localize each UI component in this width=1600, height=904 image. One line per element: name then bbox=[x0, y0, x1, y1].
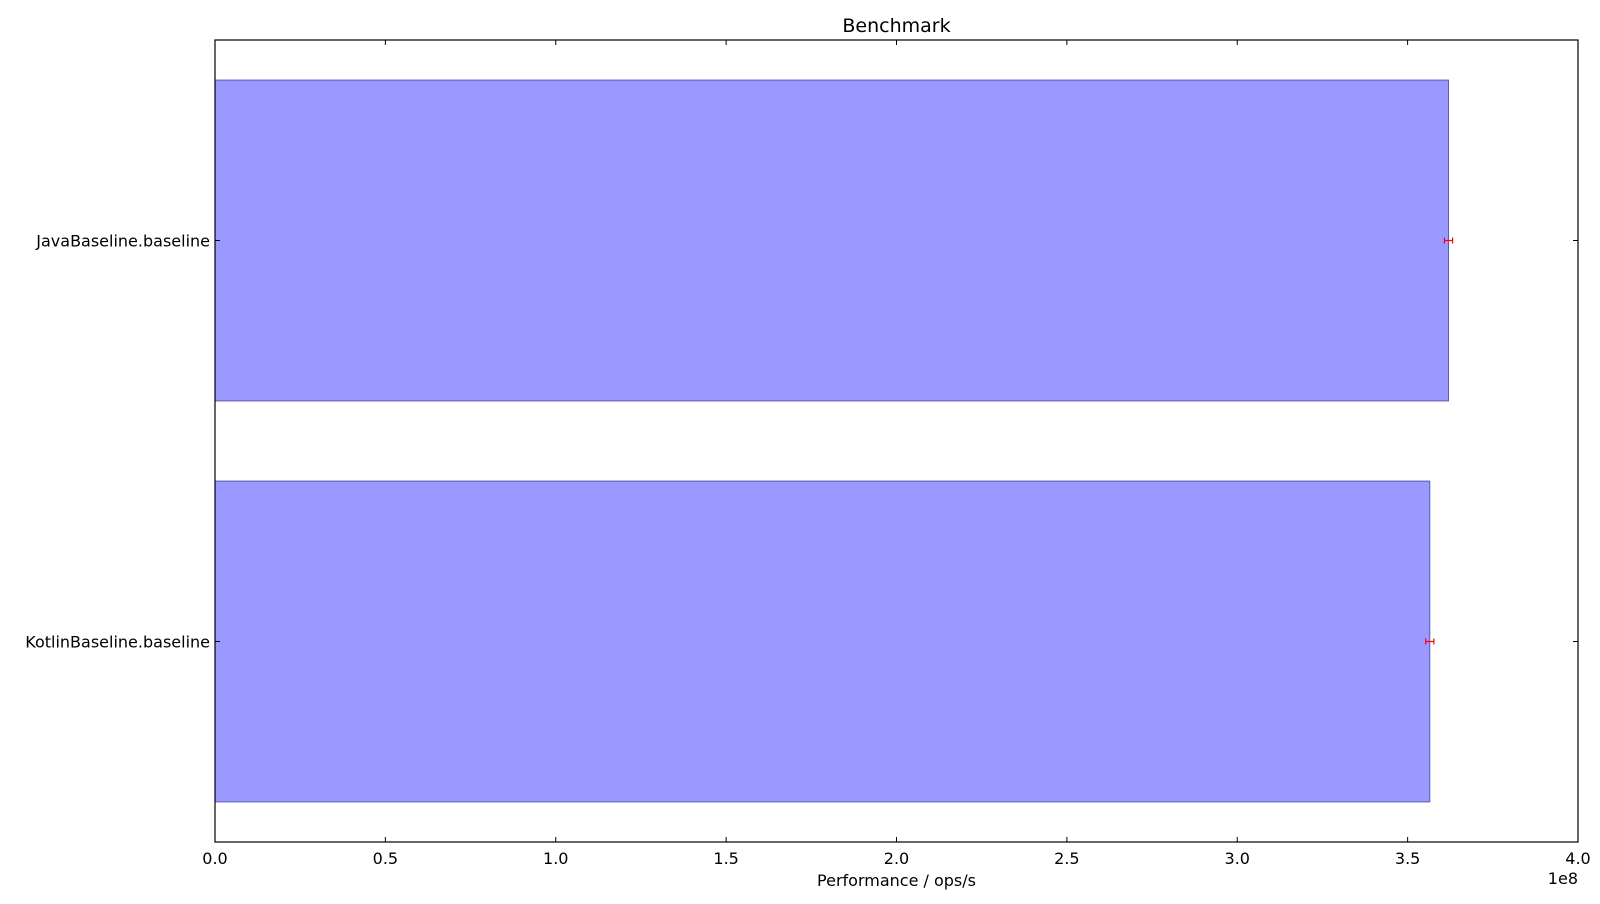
bars-layer bbox=[214, 79, 1450, 803]
y-tick-label: JavaBaseline.baseline bbox=[35, 232, 210, 251]
x-tick-label: 2.5 bbox=[1054, 849, 1079, 868]
x-tick-label: 0.0 bbox=[202, 849, 227, 868]
x-tick-label: 4.0 bbox=[1565, 849, 1590, 868]
bar bbox=[214, 79, 1450, 402]
x-tick-label: 0.5 bbox=[373, 849, 398, 868]
error-bars-layer bbox=[1425, 237, 1454, 645]
chart-title: Benchmark bbox=[842, 15, 950, 37]
y-tick-label: KotlinBaseline.baseline bbox=[25, 633, 210, 652]
y-ticks-layer: JavaBaseline.baseline KotlinBaseline.base… bbox=[25, 232, 1578, 652]
x-tick-label: 3.0 bbox=[1225, 849, 1250, 868]
x-tick-label: 3.5 bbox=[1395, 849, 1420, 868]
bar bbox=[214, 480, 1431, 803]
x-tick-label: 1.0 bbox=[543, 849, 568, 868]
x-ticks-layer: 0.0 0.5 1.0 1.5 2.0 2.5 3.0 3.5 4.0 bbox=[202, 40, 1591, 868]
x-axis-label: Performance / ops/s bbox=[817, 871, 976, 890]
x-offset-label: 1e8 bbox=[1548, 869, 1578, 888]
x-tick-label: 2.0 bbox=[884, 849, 909, 868]
x-tick-label: 1.5 bbox=[713, 849, 738, 868]
